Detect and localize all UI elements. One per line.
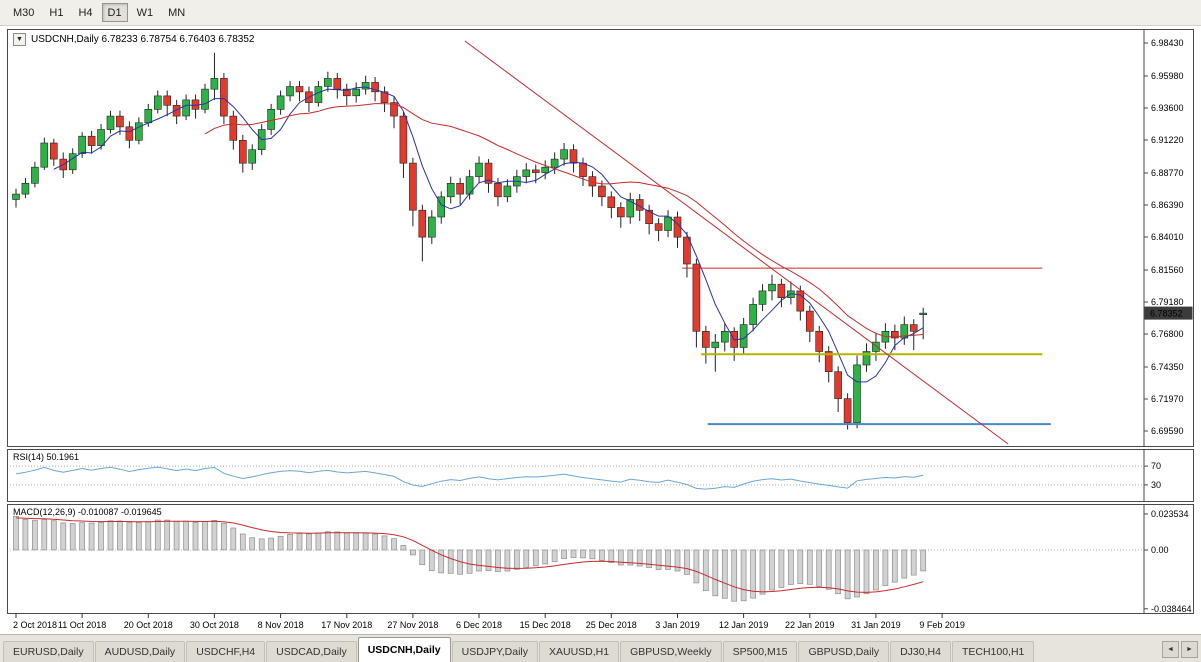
chart-window: 6.98430 6.95980 6.93600 6.91220 6.88770 6.863…: [0, 26, 1201, 634]
chart-tab-0-eurusd[interactable]: EURUSD,Daily: [3, 641, 94, 662]
chart-tab-7-gbpusd[interactable]: GBPUSD,Weekly: [620, 641, 722, 662]
svg-text:6.95980: 6.95980: [1151, 71, 1184, 81]
svg-text:0.00: 0.00: [1151, 545, 1169, 555]
chart-tab-8-sp500[interactable]: SP500,M15: [722, 641, 798, 662]
timeframe-button-h1[interactable]: H1: [49, 7, 64, 19]
svg-text:6.93600: 6.93600: [1151, 103, 1184, 113]
svg-text:3 Jan 2019: 3 Jan 2019: [655, 620, 700, 630]
tabs-scroll-left-button[interactable]: ◄: [1162, 641, 1179, 658]
chart-tabs-bar: EURUSD,Daily AUDUSD,Daily USDCHF,H4 USDCAD,…: [0, 634, 1201, 662]
chart-tabs-strip: EURUSD,Daily AUDUSD,Daily USDCHF,H4 USDCAD,…: [0, 635, 1158, 662]
macd-histogram: [10, 515, 1144, 602]
macd-label: MACD(12,26,9) -0.010087 -0.019645: [13, 507, 162, 517]
timeframe-button-d1[interactable]: D1: [101, 3, 128, 22]
macd-signal-line: [15, 517, 924, 593]
current-price-badge: 6.78352: [1144, 306, 1193, 320]
trendline[interactable]: [464, 40, 1009, 445]
chart-tab-11-tech100[interactable]: TECH100,H1: [951, 641, 1035, 662]
svg-text:6.91220: 6.91220: [1151, 135, 1184, 145]
svg-text:2 Oct 2018: 2 Oct 2018: [13, 620, 57, 630]
svg-text:6 Dec 2018: 6 Dec 2018: [456, 620, 502, 630]
svg-text:31 Jan 2019: 31 Jan 2019: [851, 620, 901, 630]
svg-text:-0.038464: -0.038464: [1151, 604, 1192, 613]
svg-text:22 Jan 2019: 22 Jan 2019: [785, 620, 835, 630]
svg-text:11 Oct 2018: 11 Oct 2018: [58, 620, 106, 630]
tabs-scroll-buttons: ◄ ►: [1158, 641, 1201, 662]
timeframe-button-h4[interactable]: H4: [78, 7, 93, 19]
svg-text:6.74350: 6.74350: [1151, 362, 1184, 372]
svg-text:70: 70: [1151, 461, 1161, 471]
ma-fast-line: [53, 86, 924, 383]
svg-text:25 Dec 2018: 25 Dec 2018: [586, 620, 637, 630]
svg-text:8 Nov 2018: 8 Nov 2018: [258, 620, 304, 630]
svg-text:30: 30: [1151, 480, 1161, 490]
price-chart-canvas[interactable]: 6.98430 6.95980 6.93600 6.91220 6.88770 6.863…: [8, 30, 1193, 446]
svg-text:6.78352: 6.78352: [1150, 309, 1183, 319]
price-scale[interactable]: 6.98430 6.95980 6.93600 6.91220 6.88770 6.863…: [1143, 30, 1184, 446]
chart-tab-1-audusd[interactable]: AUDUSD,Daily: [94, 641, 186, 662]
svg-text:6.98430: 6.98430: [1151, 38, 1184, 48]
one-click-trading-arrow-icon[interactable]: ▼: [13, 33, 26, 46]
timeframe-buttons-group: M30 H1 H4 D1 W1 MN: [7, 3, 191, 22]
svg-text:20 Oct 2018: 20 Oct 2018: [124, 620, 173, 630]
rsi-scale[interactable]: 70 30: [10, 450, 1161, 501]
chart-tab-5-usdjpy[interactable]: USDJPY,Daily: [451, 641, 538, 662]
svg-text:30 Oct 2018: 30 Oct 2018: [190, 620, 239, 630]
timeframe-button-w1[interactable]: W1: [136, 7, 154, 19]
macd-panel[interactable]: 0.023534 0.00 -0.038464 MACD(12,26,9) -0.0…: [7, 504, 1194, 614]
horizontal-level-lines[interactable]: [682, 267, 1051, 426]
svg-text:15 Dec 2018: 15 Dec 2018: [520, 620, 571, 630]
svg-text:9 Feb 2019: 9 Feb 2019: [919, 620, 965, 630]
time-axis-canvas: 2 Oct 2018 11 Oct 2018 20 Oct 2018 30 Oct 2…: [13, 614, 965, 630]
svg-text:6.79180: 6.79180: [1151, 297, 1184, 307]
svg-text:6.71970: 6.71970: [1151, 394, 1184, 404]
chart-tab-3-usdcad[interactable]: USDCAD,Daily: [266, 641, 357, 662]
macd-chart-canvas[interactable]: 0.023534 0.00 -0.038464: [8, 505, 1193, 613]
macd-scale[interactable]: 0.023534 0.00 -0.038464: [1143, 505, 1192, 613]
price-panel[interactable]: 6.98430 6.95980 6.93600 6.91220 6.88770 6.863…: [7, 29, 1194, 447]
rsi-line: [15, 466, 924, 490]
timeframes-toolbar: M30 H1 H4 D1 W1 MN: [0, 0, 1201, 26]
rsi-panel[interactable]: 70 30 RSI(14) 50.1961: [7, 449, 1194, 502]
time-axis[interactable]: 2 Oct 2018 11 Oct 2018 20 Oct 2018 30 Oct 2…: [7, 614, 1194, 634]
svg-text:6.76800: 6.76800: [1151, 329, 1184, 339]
chart-tab-6-xauusd[interactable]: XAUUSD,H1: [538, 641, 620, 662]
timeframe-button-m30[interactable]: M30: [13, 7, 35, 19]
svg-text:6.84010: 6.84010: [1151, 232, 1184, 242]
chart-tab-4-usdcnh[interactable]: USDCNH,Daily: [357, 637, 451, 662]
svg-text:17 Nov 2018: 17 Nov 2018: [321, 620, 372, 630]
ma-slow-line: [204, 103, 924, 338]
timeframe-button-mn[interactable]: MN: [168, 7, 186, 19]
svg-text:6.69590: 6.69590: [1151, 426, 1184, 436]
tabs-scroll-right-button[interactable]: ►: [1181, 641, 1198, 658]
svg-text:6.88770: 6.88770: [1151, 168, 1184, 178]
chart-tab-2-usdchf[interactable]: USDCHF,H4: [186, 641, 266, 662]
rsi-label: RSI(14) 50.1961: [13, 452, 80, 462]
time-scale-labels: 2 Oct 2018 11 Oct 2018 20 Oct 2018 30 Oct 2…: [13, 614, 965, 630]
svg-text:6.81560: 6.81560: [1151, 265, 1184, 275]
rsi-chart-canvas[interactable]: 70 30: [8, 450, 1193, 501]
chart-tab-9-gbpusd[interactable]: GBPUSD,Daily: [798, 641, 890, 662]
chart-tab-10-dj30[interactable]: DJ30,H4: [890, 641, 951, 662]
svg-text:0.023534: 0.023534: [1151, 509, 1189, 519]
svg-text:27 Nov 2018: 27 Nov 2018: [387, 620, 438, 630]
svg-text:6.86390: 6.86390: [1151, 200, 1184, 210]
candlestick-series: [12, 52, 928, 430]
svg-text:12 Jan 2019: 12 Jan 2019: [719, 620, 769, 630]
